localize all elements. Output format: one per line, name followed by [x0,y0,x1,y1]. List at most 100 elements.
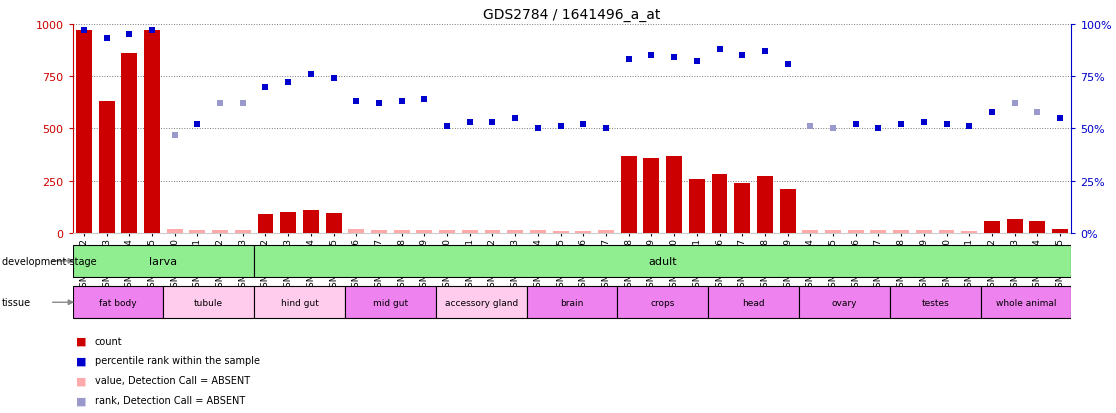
Point [779,61,797,68]
Point [983,109,1001,116]
Text: accessory gland: accessory gland [444,298,518,307]
Point [892,121,910,128]
Point [234,101,252,107]
Text: ■: ■ [76,395,86,405]
Text: ■: ■ [76,375,86,385]
Bar [212,231,228,233]
Bar [617,287,709,318]
Point [687,59,705,66]
Bar [939,231,954,233]
Text: whole animal: whole animal [995,298,1056,307]
Text: ■: ■ [76,336,86,346]
Point [937,121,955,128]
Point [847,121,865,128]
Point [801,123,819,130]
Point [121,32,138,38]
Text: brain: brain [560,298,584,307]
Bar [893,231,910,233]
Text: larva: larva [150,256,177,266]
Bar [76,31,92,233]
Bar [1052,230,1068,233]
Bar [144,31,160,233]
Text: head: head [742,298,764,307]
Bar [576,231,591,233]
Point [619,57,637,64]
Text: development stage: development stage [2,256,97,266]
Bar [371,231,387,233]
Bar [666,156,682,233]
Bar [644,158,660,233]
Bar [552,231,568,233]
Text: tubule: tubule [194,298,223,307]
Bar [254,245,1071,277]
Point [371,101,388,107]
Point [189,121,206,128]
Text: ovary: ovary [831,298,857,307]
Point [507,115,525,122]
Point [529,126,547,132]
Bar [73,245,254,277]
Point [869,126,887,132]
Bar [435,287,527,318]
Bar [709,287,799,318]
Point [575,121,593,128]
Bar [825,231,841,233]
Point [665,55,683,62]
Text: adult: adult [648,256,677,266]
Bar [326,214,341,233]
Point [824,126,841,132]
Bar [166,230,183,233]
Bar [348,230,364,233]
Point [915,119,933,126]
Bar [530,231,546,233]
Point [461,119,479,126]
Bar [122,54,137,233]
Point [98,36,116,43]
Point [302,71,320,78]
Bar [258,215,273,233]
Text: fat body: fat body [99,298,137,307]
Bar [1007,220,1022,233]
Point [597,126,615,132]
Bar [527,287,617,318]
Bar [345,287,435,318]
Text: rank, Detection Call = ABSENT: rank, Detection Call = ABSENT [95,395,246,405]
Bar [280,212,296,233]
Point [75,28,93,34]
Text: crops: crops [651,298,675,307]
Text: count: count [95,336,123,346]
Bar [889,287,981,318]
Bar [73,287,163,318]
Text: mid gut: mid gut [373,298,408,307]
Bar [870,231,886,233]
Point [211,101,229,107]
Point [325,76,343,82]
Bar [190,231,205,233]
Text: ■: ■ [76,356,86,366]
Text: testes: testes [922,298,949,307]
Point [960,123,978,130]
Point [1006,101,1023,107]
Bar [416,230,432,233]
Bar [780,190,796,233]
Point [166,132,184,139]
Bar [916,231,932,233]
Point [551,123,569,130]
Point [1051,115,1069,122]
Bar [620,156,636,233]
Point [415,97,433,103]
Text: percentile rank within the sample: percentile rank within the sample [95,356,260,366]
Bar [961,231,978,233]
Point [347,99,365,105]
Bar [598,231,614,233]
Bar [734,183,750,233]
Bar [802,231,818,233]
Bar [981,287,1071,318]
Bar [984,222,1000,233]
Point [279,80,297,86]
Point [733,53,751,59]
Bar [254,287,345,318]
Text: hind gut: hind gut [280,298,318,307]
Point [393,99,411,105]
Point [643,53,661,59]
